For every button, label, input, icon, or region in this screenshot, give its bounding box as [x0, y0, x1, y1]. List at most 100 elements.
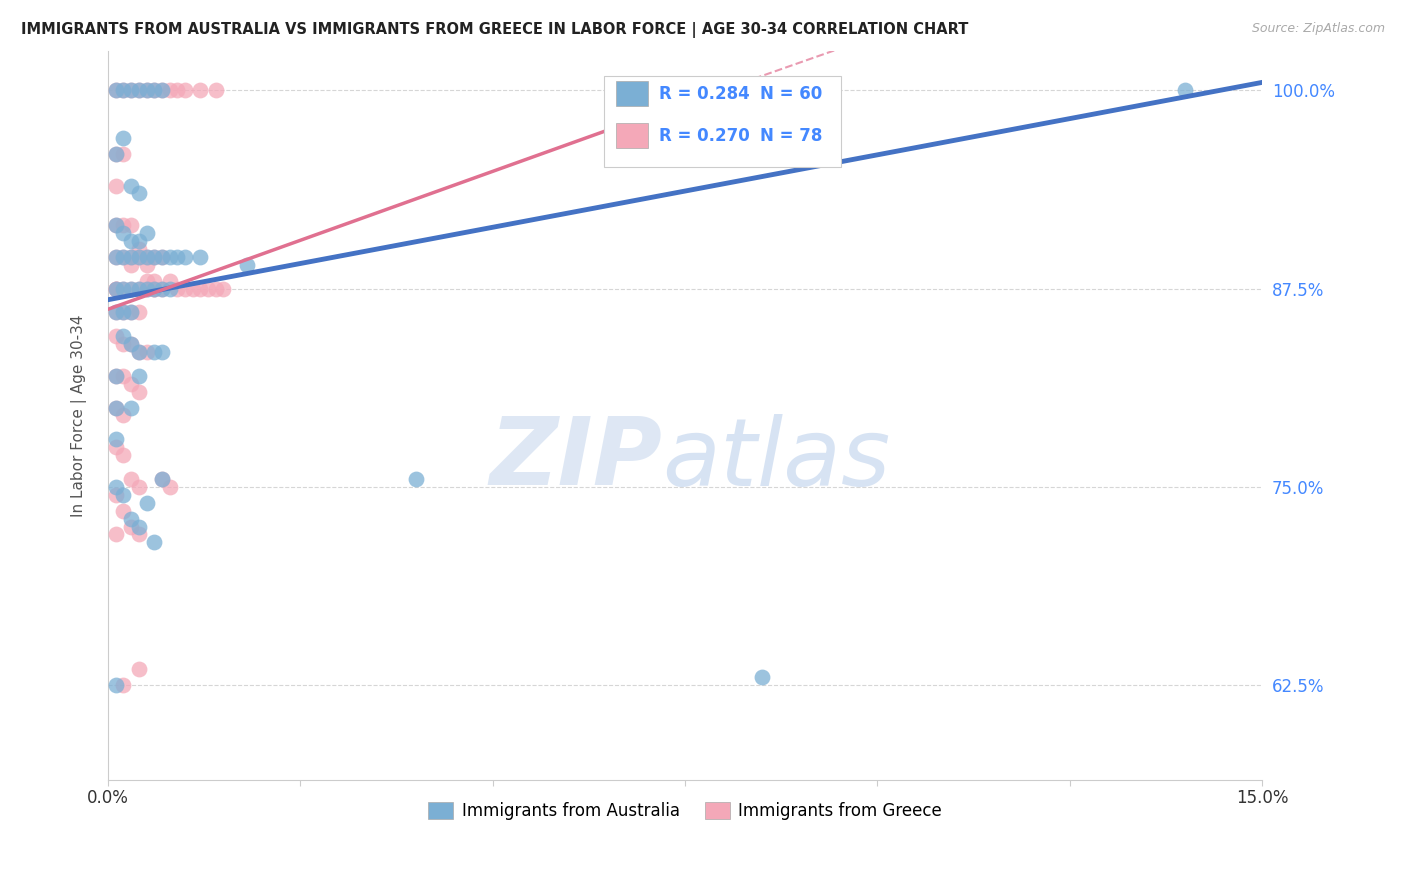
Point: [120, 376, 142, 391]
Point: [150, 83, 173, 97]
Point: [128, 250, 150, 264]
Point: [112, 448, 135, 462]
Point: [204, 282, 226, 296]
Point: [112, 282, 135, 296]
Point: [104, 282, 127, 296]
Point: [112, 337, 135, 351]
Text: IMMIGRANTS FROM AUSTRALIA VS IMMIGRANTS FROM GREECE IN LABOR FORCE | AGE 30-34 C: IMMIGRANTS FROM AUSTRALIA VS IMMIGRANTS …: [21, 22, 969, 38]
Point: [128, 305, 150, 319]
Point: [212, 282, 235, 296]
Point: [104, 527, 127, 541]
Point: [159, 282, 181, 296]
Point: [120, 282, 142, 296]
Text: Source: ZipAtlas.com: Source: ZipAtlas.com: [1251, 22, 1385, 36]
Point: [128, 242, 150, 256]
Point: [150, 83, 173, 97]
Point: [190, 83, 212, 97]
Point: [135, 496, 157, 510]
Point: [104, 440, 127, 454]
Point: [143, 282, 166, 296]
Point: [112, 305, 135, 319]
Point: [112, 250, 135, 264]
Point: [751, 670, 773, 684]
Point: [112, 282, 135, 296]
Point: [128, 234, 150, 248]
Point: [159, 274, 181, 288]
Point: [143, 282, 166, 296]
Point: [128, 345, 150, 359]
Point: [128, 519, 150, 533]
Point: [104, 480, 127, 494]
Point: [120, 178, 142, 193]
Point: [135, 345, 157, 359]
Point: [120, 218, 142, 232]
Point: [150, 250, 173, 264]
Point: [104, 146, 127, 161]
Point: [104, 178, 127, 193]
Point: [104, 83, 127, 97]
Point: [104, 218, 127, 232]
Point: [190, 282, 212, 296]
Point: [135, 83, 157, 97]
Point: [128, 527, 150, 541]
Point: [104, 401, 127, 415]
Point: [150, 282, 173, 296]
Point: [112, 503, 135, 517]
Point: [112, 678, 135, 692]
Legend: Immigrants from Australia, Immigrants from Greece: Immigrants from Australia, Immigrants fr…: [422, 795, 949, 827]
Point: [128, 83, 150, 97]
Point: [128, 83, 150, 97]
Point: [181, 282, 204, 296]
Point: [190, 250, 212, 264]
Point: [128, 186, 150, 201]
Point: [120, 282, 142, 296]
Point: [112, 409, 135, 423]
Point: [112, 329, 135, 343]
Point: [104, 368, 127, 383]
Point: [128, 345, 150, 359]
Point: [112, 131, 135, 145]
Point: [128, 250, 150, 264]
FancyBboxPatch shape: [616, 123, 648, 148]
Point: [150, 472, 173, 486]
Point: [143, 83, 166, 97]
Point: [112, 305, 135, 319]
Point: [120, 250, 142, 264]
Point: [112, 250, 135, 264]
Point: [104, 250, 127, 264]
Point: [120, 472, 142, 486]
Point: [104, 282, 127, 296]
Point: [128, 384, 150, 399]
Point: [120, 305, 142, 319]
Point: [135, 83, 157, 97]
FancyBboxPatch shape: [605, 76, 841, 168]
Point: [159, 480, 181, 494]
Y-axis label: In Labor Force | Age 30-34: In Labor Force | Age 30-34: [72, 314, 87, 516]
Point: [143, 282, 166, 296]
Point: [135, 250, 157, 264]
Point: [159, 83, 181, 97]
Point: [120, 337, 142, 351]
Point: [143, 83, 166, 97]
Point: [197, 282, 219, 296]
Point: [143, 250, 166, 264]
Point: [104, 401, 127, 415]
Point: [104, 282, 127, 296]
Point: [104, 282, 127, 296]
Point: [235, 258, 257, 272]
Point: [120, 250, 142, 264]
Point: [166, 250, 188, 264]
Point: [128, 480, 150, 494]
Point: [174, 250, 197, 264]
Text: N = 78: N = 78: [761, 127, 823, 145]
Point: [143, 274, 166, 288]
Point: [150, 472, 173, 486]
Point: [128, 368, 150, 383]
Text: R = 0.284: R = 0.284: [658, 85, 749, 103]
Point: [104, 368, 127, 383]
Point: [1174, 83, 1197, 97]
Point: [128, 662, 150, 676]
Point: [166, 83, 188, 97]
Point: [104, 678, 127, 692]
Point: [150, 250, 173, 264]
